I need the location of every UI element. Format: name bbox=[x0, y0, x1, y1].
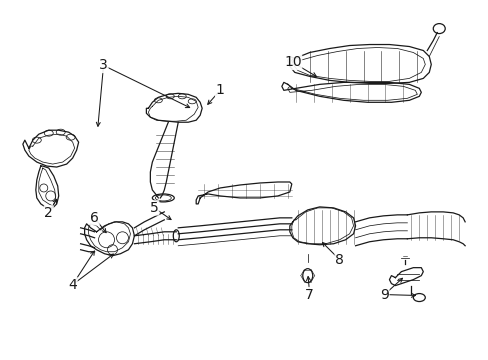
Text: 2: 2 bbox=[44, 206, 53, 220]
Text: 10: 10 bbox=[284, 55, 301, 69]
Text: 6: 6 bbox=[90, 211, 99, 225]
Text: 5: 5 bbox=[150, 201, 159, 215]
Text: 9: 9 bbox=[379, 288, 388, 302]
Text: 3: 3 bbox=[99, 58, 108, 72]
Text: 7: 7 bbox=[305, 288, 313, 302]
Text: 4: 4 bbox=[68, 278, 77, 292]
Text: 8: 8 bbox=[334, 253, 344, 267]
Text: 1: 1 bbox=[215, 84, 224, 97]
